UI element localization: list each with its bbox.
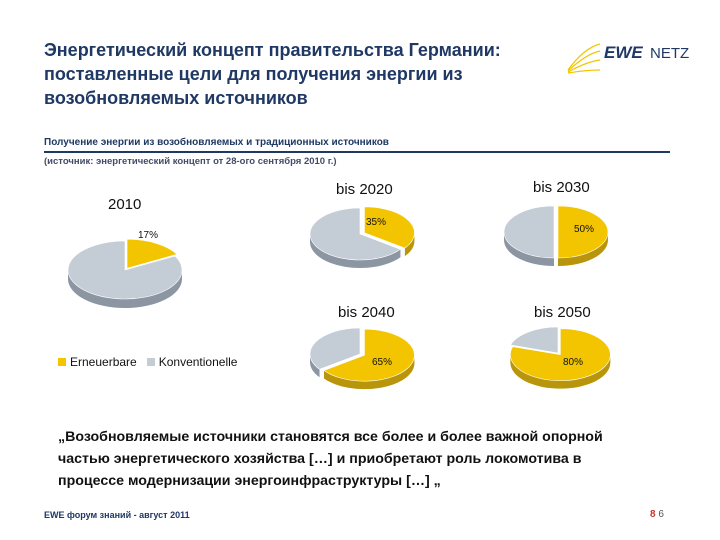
pie-slice-conventional xyxy=(503,205,555,259)
ewe-netz-logo: EWE NETZ xyxy=(567,43,689,74)
pie-title-2040: bis 2040 xyxy=(338,304,395,321)
pie-slice-conventional xyxy=(309,327,361,370)
pie-data-label: 80% xyxy=(563,357,583,368)
pie-data-label: 35% xyxy=(366,217,386,228)
pie-slice-conventional-wall-group xyxy=(310,234,401,268)
pie-slice-renewable xyxy=(364,206,415,249)
pie-slice-conventional xyxy=(309,207,402,261)
quote-text: „Возобновляемые источники становятся все… xyxy=(58,429,603,489)
pie-slice-renewable-wall-group xyxy=(404,232,415,257)
legend-swatch-conventional xyxy=(146,358,155,366)
page-number: 8 6 xyxy=(650,509,664,520)
pie-slice-renewable-side xyxy=(510,354,611,389)
pie-slice-conventional-side xyxy=(310,354,320,378)
pie-title-2010: 2010 xyxy=(108,196,142,213)
pie-slice-renewable xyxy=(557,205,609,259)
pie-data-label: 65% xyxy=(372,357,392,368)
page-number-bold: 8 xyxy=(650,509,656,520)
pie-slice-renewable xyxy=(323,328,415,382)
pie-slice-conventional xyxy=(67,240,183,300)
pie-slice-conventional-side xyxy=(310,234,401,268)
page-number-light: 6 xyxy=(658,509,664,520)
pie-title-2030: bis 2030 xyxy=(533,179,590,196)
pie-slice-renewable-side xyxy=(324,355,415,390)
legend-label-conventional: Konventionelle xyxy=(158,355,238,369)
pie-slice-renewable-wall-group xyxy=(510,354,611,389)
pie-slice-renewable xyxy=(126,238,178,269)
chart-legend: Erneuerbare Konventionelle xyxy=(58,355,247,369)
pie-title-2050: bis 2050 xyxy=(534,304,591,321)
legend-item-conventional: Konventionelle xyxy=(146,355,238,369)
pie-slice-renewable xyxy=(510,328,611,381)
legend-item-renewable: Erneuerbare xyxy=(58,355,137,369)
pie-slice-conventional-side xyxy=(68,270,182,308)
pie-data-label: 17% xyxy=(138,230,158,241)
pie-slice-renewable-wall-group xyxy=(324,355,415,390)
pie-data-label: 50% xyxy=(574,224,594,235)
logo-suffix: NETZ xyxy=(650,45,689,62)
pie-slice-conventional-wall-group xyxy=(310,354,320,378)
legend-label-renewable: Erneuerbare xyxy=(70,355,137,369)
page-title: Энергетический концепт правительства Гер… xyxy=(44,40,501,108)
pie-slice-conventional-wall-group xyxy=(68,270,182,308)
logo-rays xyxy=(567,43,601,74)
footer-event: EWE форум знаний - август 2011 xyxy=(44,510,190,520)
pie-title-2020: bis 2020 xyxy=(336,181,393,198)
section-header: Получение энергии из возобновляемых и тр… xyxy=(44,137,670,153)
logo-brand: EWE xyxy=(604,43,643,62)
source-note: (источник: энергетический концепт от 28-… xyxy=(44,156,337,167)
pie-slice-conventional xyxy=(509,326,559,354)
legend-swatch-renewable xyxy=(58,358,66,366)
pie-slice-renewable-side xyxy=(404,232,415,257)
